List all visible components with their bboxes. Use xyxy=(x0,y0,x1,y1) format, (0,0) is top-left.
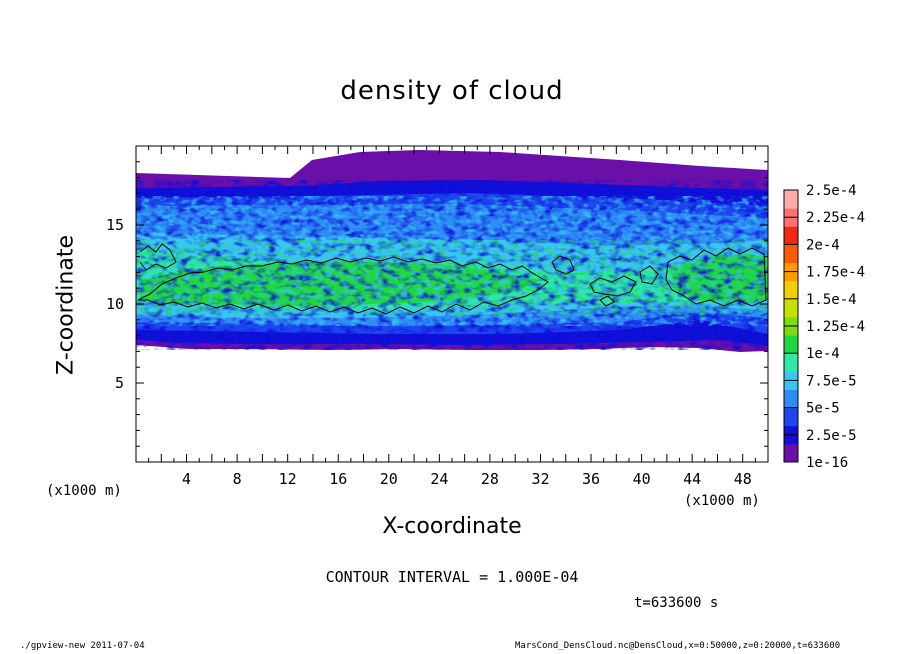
x-tick-label: 20 xyxy=(380,470,398,488)
axis-ticks xyxy=(136,146,768,462)
colorbar-label: 1.25e-4 xyxy=(806,319,865,335)
contour-line-1e-4-left xyxy=(139,243,177,271)
colorbar-swatch xyxy=(784,190,798,209)
x-tick-label: 32 xyxy=(531,470,549,488)
footer-left: ./gpview-new 2011-07-04 xyxy=(20,641,145,651)
colorbar-swatch xyxy=(784,280,798,300)
colorbar-label: 1.5e-4 xyxy=(806,292,857,308)
contour-island-4 xyxy=(599,295,615,307)
footer-right: MarsCond_DensCloud.nc@DensCloud,x=0:5000… xyxy=(515,641,841,651)
colorbar-swatch xyxy=(784,389,798,409)
colorbar-swatch xyxy=(784,353,798,372)
x-tick-label: 48 xyxy=(734,470,752,488)
colorbar-swatch xyxy=(784,407,798,427)
colorbar-swatch xyxy=(784,443,798,463)
x-unit-label-left: (x1000 m) xyxy=(46,483,122,499)
y-tick-label: 15 xyxy=(106,216,124,234)
colorbar-label: 1e-16 xyxy=(806,455,848,471)
x-tick-label: 24 xyxy=(430,470,448,488)
x-unit-label-right: (x1000 m) xyxy=(684,493,760,509)
contour-interval-text: CONTOUR INTERVAL = 1.000E-04 xyxy=(325,568,579,586)
contour-island-3 xyxy=(639,265,659,285)
colorbar-label: 1e-4 xyxy=(806,346,840,362)
x-tick-label: 44 xyxy=(683,470,701,488)
colorbar: 1e-16 2.5e-5 5e-5 7.5e-5 1e-4 1.25e-4 1.5e-4 1.… xyxy=(783,183,865,471)
time-stamp: t=633600 s xyxy=(634,595,719,611)
colorbar-label: 2.25e-4 xyxy=(806,210,865,226)
cloud-field xyxy=(136,150,768,352)
x-axis-label: X-coordinate xyxy=(382,514,522,539)
y-axis-label: Z-coordinate xyxy=(53,235,79,375)
x-tick-label: 28 xyxy=(481,470,499,488)
colorbar-label: 2.5e-4 xyxy=(806,183,857,199)
colorbar-swatch xyxy=(784,298,798,318)
x-tick-label: 36 xyxy=(582,470,600,488)
contour-island-1 xyxy=(551,255,575,275)
colorbar-swatch xyxy=(784,226,798,245)
colorbar-label: 7.5e-5 xyxy=(806,373,857,389)
y-tick-label: 5 xyxy=(115,374,124,392)
x-tick-label: 12 xyxy=(279,470,297,488)
contour-island-2 xyxy=(589,275,637,297)
colorbar-label: 2e-4 xyxy=(806,237,840,253)
x-tick-label: 4 xyxy=(182,470,191,488)
colorbar-label: 1.75e-4 xyxy=(806,265,865,281)
y-tick-label: 10 xyxy=(106,295,124,313)
x-tick-label: 16 xyxy=(329,470,347,488)
chart-title: density of cloud xyxy=(340,76,564,106)
contour-line-1e-4 xyxy=(137,256,549,315)
x-tick-label: 40 xyxy=(633,470,651,488)
colorbar-swatch xyxy=(784,244,798,264)
contour-line-1e-4-right xyxy=(665,247,767,307)
colorbar-label: 5e-5 xyxy=(806,401,840,417)
x-tick-label: 8 xyxy=(233,470,242,488)
colorbar-label: 2.5e-5 xyxy=(806,428,857,444)
colorbar-swatch xyxy=(784,335,798,354)
